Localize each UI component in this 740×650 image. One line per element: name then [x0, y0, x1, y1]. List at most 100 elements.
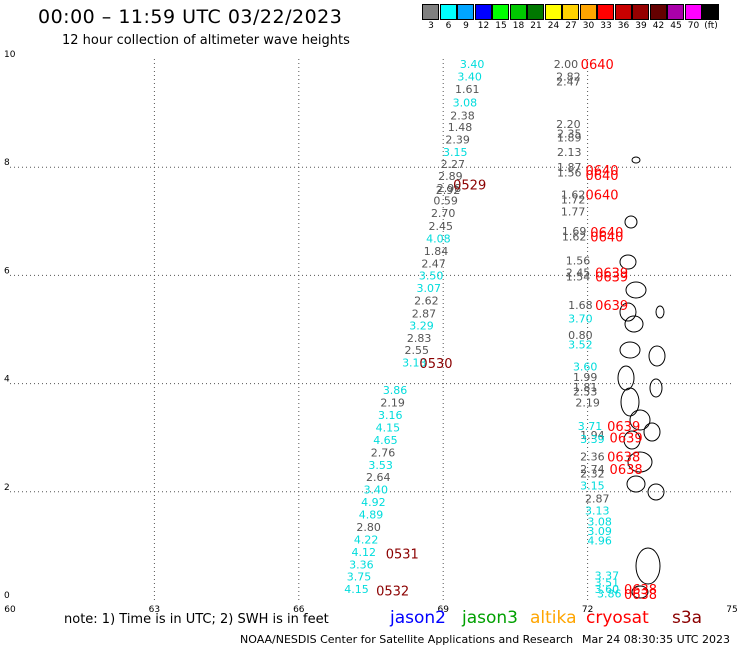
wave-height-label: 2.64	[366, 471, 391, 484]
colorbar-swatch	[457, 4, 474, 20]
wave-height-label: 2.76	[371, 446, 396, 459]
island-outline	[647, 483, 665, 501]
wave-height-label: 2.45	[429, 220, 454, 233]
colorbar-label: 36	[617, 21, 630, 31]
wave-height-label: 3.15	[443, 146, 468, 159]
wave-height-label: 3.70	[568, 313, 593, 326]
wave-height-label: 4.15	[344, 583, 369, 596]
wave-height-label: 3.29	[409, 320, 434, 333]
pass-time-label: 0531	[386, 547, 419, 562]
wave-height-label: 3.15	[580, 479, 605, 492]
wave-height-label: 3.53	[368, 459, 393, 472]
colorbar-swatch	[614, 4, 632, 20]
colorbar-label: 21	[530, 21, 542, 31]
colorbar-swatch	[632, 4, 649, 20]
wave-height-label: 1.56	[566, 254, 591, 267]
wave-height-label: 1.62	[562, 230, 587, 243]
pass-time-label: 0640	[590, 226, 623, 241]
y-tick-label: 6	[4, 266, 10, 276]
island-outline	[623, 430, 641, 450]
wave-height-label: 3.07	[417, 282, 442, 295]
wave-height-label: 2.39	[445, 134, 470, 147]
wave-height-label: 4.65	[373, 434, 398, 447]
colorbar-label: 45	[670, 21, 682, 31]
wave-height-label: 4.12	[352, 546, 377, 559]
legend-jason2: jason2	[390, 608, 446, 628]
island-outline	[649, 378, 663, 398]
wave-height-label: 2.87	[585, 492, 610, 505]
wave-height-label: 2.47	[556, 76, 581, 89]
wave-height-label: 2.70	[431, 207, 456, 220]
pass-time-label: 0639	[610, 432, 643, 447]
wave-height-label: 2.32	[580, 467, 605, 480]
wave-height-label: 3.86	[383, 384, 408, 397]
colorbar-swatch	[474, 4, 492, 20]
wave-height-label: 2.82	[556, 70, 581, 83]
pass-time-label: 0640	[585, 164, 618, 179]
wave-height-label: 2.87	[412, 307, 437, 320]
wave-height-label: 1.99	[573, 371, 598, 384]
wave-height-label: 3.16	[378, 409, 403, 422]
wave-height-label: 2.89	[438, 170, 463, 183]
wave-height-label: 1.69	[562, 225, 587, 238]
wave-height-label: 1.72	[561, 194, 586, 207]
pass-time-label: 0639	[607, 420, 640, 435]
wave-height-label: 2.45	[566, 267, 591, 280]
wave-height-label: 2.19	[380, 397, 405, 410]
map-title: 00:00 – 11:59 UTC 03/22/2023	[38, 6, 343, 28]
wave-height-label: 2.74	[580, 463, 605, 476]
wave-height-label: 0.80	[568, 329, 593, 342]
wave-height-label: 2.83	[407, 332, 432, 345]
island-outline	[627, 451, 653, 473]
wave-height-label: 2.35	[557, 128, 582, 141]
map-subtitle: 12 hour collection of altimeter wave hei…	[62, 33, 350, 48]
colorbar-label: 24	[547, 21, 560, 31]
wave-height-label: 3.40	[457, 70, 482, 83]
wave-height-label: 3.86	[597, 588, 622, 601]
wave-height-label: 2.38	[450, 109, 475, 122]
colorbar-label: 30	[582, 21, 595, 31]
wave-height-label: 2.20	[556, 118, 581, 131]
island-outline	[619, 302, 637, 322]
colorbar-swatch	[684, 4, 702, 20]
colorbar-label: 12	[477, 21, 490, 31]
legend-jason3: jason3	[462, 608, 518, 628]
wave-height-label: 1.87	[557, 161, 582, 174]
wave-height-label: 1.94	[580, 429, 605, 442]
wave-height-label: 2.36	[580, 451, 605, 464]
wave-height-label: 3.09	[587, 525, 612, 538]
y-tick-label: 2	[4, 483, 10, 493]
wave-height-label: 3.13	[585, 505, 610, 518]
y-tick-label: 0	[4, 591, 10, 601]
wave-height-label: 2.53	[573, 386, 598, 399]
colorbar-label: 18	[512, 21, 525, 31]
island-outline	[629, 409, 651, 431]
wave-height-label: 1.61	[455, 83, 480, 96]
colorbar-label: 9	[463, 21, 469, 31]
colorbar-label: 39	[635, 21, 647, 31]
island-outline	[620, 387, 640, 417]
y-tick-label: 8	[4, 158, 10, 168]
colorbar-label: 27	[565, 21, 577, 31]
wave-height-label: 2.98	[437, 182, 462, 195]
wave-height-label: 3.51	[595, 577, 620, 590]
wave-height-label: 2.27	[441, 158, 466, 171]
wave-height-label: 4.96	[587, 534, 612, 547]
x-tick-label: 66	[293, 605, 305, 615]
island-outline	[626, 475, 646, 493]
island-outline	[624, 215, 638, 229]
wave-height-label: 3.50	[419, 269, 444, 282]
colorbar-swatch	[439, 4, 457, 20]
colorbar-label: 70	[687, 21, 700, 31]
island-outline	[648, 345, 666, 367]
island-outline	[643, 422, 661, 442]
wave-height-label: 4.08	[426, 233, 451, 246]
wave-height-label: 2.47	[421, 257, 446, 270]
wave-height-label: 1.77	[561, 206, 586, 219]
colorbar-swatch	[702, 4, 719, 20]
colorbar-label: (ft)	[704, 21, 718, 31]
wave-height-label: 2.80	[356, 521, 381, 534]
pass-time-label: 0640	[585, 188, 618, 203]
